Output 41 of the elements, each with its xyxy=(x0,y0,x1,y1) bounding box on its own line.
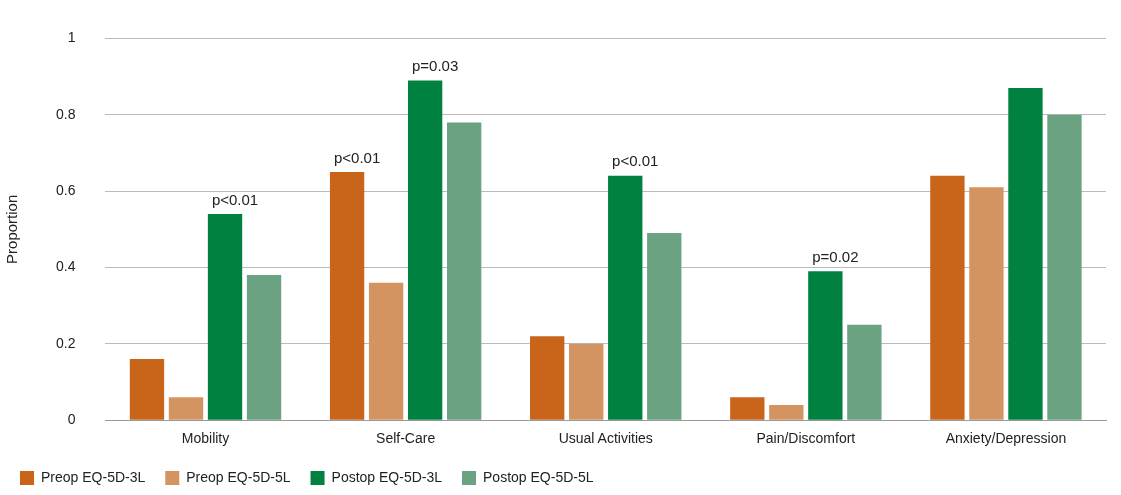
y-tick-label: 1 xyxy=(67,29,76,46)
bar xyxy=(569,343,604,420)
y-tick-label: 0.6 xyxy=(55,181,76,198)
bar xyxy=(730,397,765,420)
annotation: p=0.02 xyxy=(812,247,859,265)
bar xyxy=(168,397,204,420)
bar xyxy=(407,80,443,420)
bar xyxy=(207,214,243,420)
x-tick-label: Usual Activities xyxy=(558,430,653,447)
y-tick-label: 0.4 xyxy=(55,258,76,275)
bar xyxy=(329,172,365,420)
annotation: p<0.01 xyxy=(333,148,381,166)
bar xyxy=(129,359,165,420)
y-tick-label: 0.2 xyxy=(55,334,76,351)
x-tick-label: Self-Care xyxy=(376,430,436,447)
y-axis-title: Proportion xyxy=(3,194,21,264)
bar xyxy=(1008,88,1043,420)
x-tick-label: Pain/Discomfort xyxy=(756,430,856,447)
bar xyxy=(530,336,565,420)
bar xyxy=(647,233,682,420)
annotation: p=0.03 xyxy=(411,57,459,75)
legend-label: Postop EQ-5D-3L xyxy=(331,468,443,485)
bar xyxy=(368,282,404,420)
bar xyxy=(769,404,804,420)
annotation: p<0.01 xyxy=(211,190,259,208)
bar xyxy=(608,175,643,420)
y-tick-label: 0.8 xyxy=(55,105,76,122)
legend-label: Postop EQ-5D-5L xyxy=(483,468,594,485)
annotation: p<0.01 xyxy=(612,152,659,170)
legend-label: Preop EQ-5D-3L xyxy=(41,468,146,485)
legend-label: Preop EQ-5D-5L xyxy=(186,468,291,485)
x-tick-label: Anxiety/Depression xyxy=(945,430,1067,447)
x-tick-label: Mobility xyxy=(181,430,230,447)
y-tick-label: 0 xyxy=(67,411,76,428)
bar xyxy=(808,271,843,420)
bar xyxy=(246,275,282,420)
bar xyxy=(446,122,482,420)
bar xyxy=(847,324,882,420)
bar xyxy=(969,187,1004,420)
bar xyxy=(1047,114,1082,420)
bar xyxy=(930,175,965,420)
